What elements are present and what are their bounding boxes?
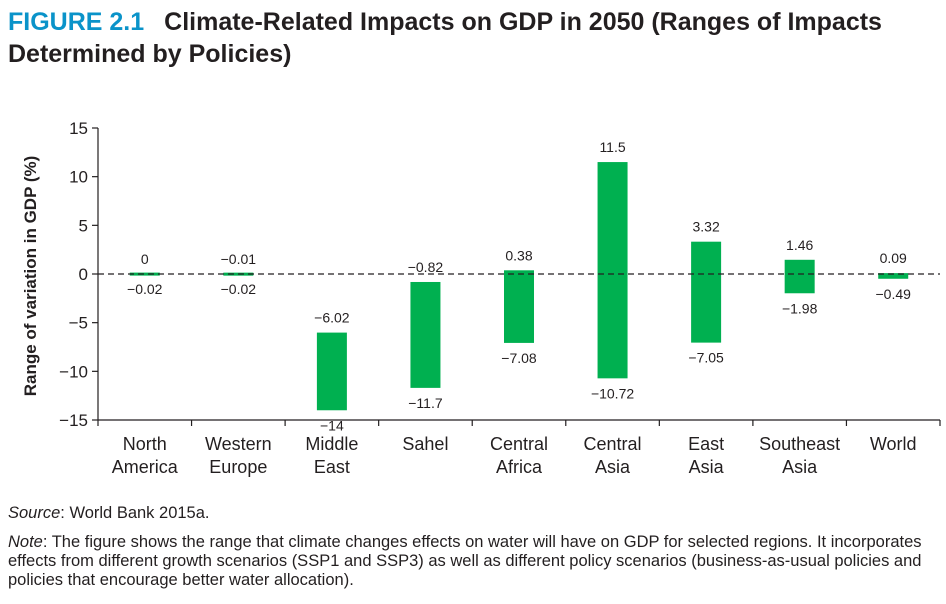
category-label: America [112, 457, 179, 477]
high-value-label: −0.01 [221, 251, 257, 267]
high-value-label: 0 [141, 251, 149, 267]
range-bar [504, 270, 534, 343]
source-note: Source: World Bank 2015a. [8, 504, 938, 523]
category-label: Asia [595, 457, 631, 477]
range-bar [316, 332, 347, 411]
data-labels: 0 −0.02 −0.01 −0.02 −6.02 −14 −0.82 −11.7 0.38 −7… [98, 139, 940, 433]
y-tick-label: 10 [69, 168, 88, 187]
source-label: Source [8, 504, 61, 522]
note-label: Note [8, 533, 43, 551]
low-value-label: −0.02 [221, 281, 257, 297]
y-tick-label: −15 [59, 411, 88, 430]
category-label: Middle [305, 434, 358, 454]
high-value-label: 11.5 [599, 139, 625, 155]
source-text: : World Bank 2015a. [60, 504, 210, 522]
note-text: : The figure shows the range that climat… [8, 533, 922, 589]
range-bar [878, 273, 909, 279]
category-label: Central [490, 434, 548, 454]
range-bar [597, 162, 628, 379]
low-value-label: −11.7 [408, 395, 443, 411]
high-value-label: −6.02 [314, 310, 350, 326]
high-value-label: 3.32 [692, 219, 719, 235]
category-label: Asia [782, 457, 818, 477]
low-value-label: −0.02 [127, 281, 163, 297]
high-value-label: 1.46 [786, 237, 813, 253]
category-label: Europe [209, 457, 267, 477]
y-tick-label: 5 [79, 216, 88, 235]
high-value-label: 0.38 [505, 247, 532, 263]
y-tick-label: −5 [69, 314, 88, 333]
category-label: Asia [689, 457, 725, 477]
low-value-label: −1.98 [782, 300, 818, 316]
y-axis-label: Range of variation in GDP (%) [21, 156, 40, 397]
figure-title-text: Climate-Related Impacts on GDP in 2050 (… [8, 8, 882, 68]
category-label: North [123, 434, 167, 454]
range-bar [691, 241, 722, 343]
x-axis-labels: North America Western Europe Middle East Sahel… [112, 434, 917, 477]
category-label: Western [205, 434, 272, 454]
y-tick-label: −10 [59, 362, 88, 381]
range-bar [410, 281, 441, 388]
axes: 15 10 5 0 −5 −10 −15 [59, 119, 941, 430]
range-bar [129, 272, 160, 276]
category-label: Central [584, 434, 642, 454]
low-value-label: −0.49 [876, 286, 912, 302]
high-value-label: 0.09 [880, 250, 907, 266]
category-label: World [870, 434, 917, 454]
low-value-label: −7.05 [688, 350, 724, 366]
low-value-label: −10.72 [591, 385, 634, 401]
category-label: Southeast [759, 434, 840, 454]
high-value-label: −0.82 [408, 259, 444, 275]
low-value-label: −7.08 [501, 350, 537, 366]
category-label: East [688, 434, 724, 454]
figure-title: FIGURE 2.1 Climate-Related Impacts on GDP… [8, 6, 938, 70]
category-label: East [314, 457, 350, 477]
figure-note: Note: The figure shows the range that cl… [8, 533, 938, 590]
bars [129, 162, 909, 411]
y-tick-label: 0 [79, 265, 88, 284]
category-label: Sahel [402, 434, 448, 454]
category-label: Africa [496, 457, 543, 477]
y-tick-label: 15 [69, 119, 88, 138]
low-value-label: −14 [320, 417, 344, 433]
figure-number: FIGURE 2.1 [8, 8, 145, 36]
gdp-impact-chart: Range of variation in GDP (%) 15 10 5 0 −5 −1… [21, 119, 941, 477]
range-bar [784, 259, 815, 294]
